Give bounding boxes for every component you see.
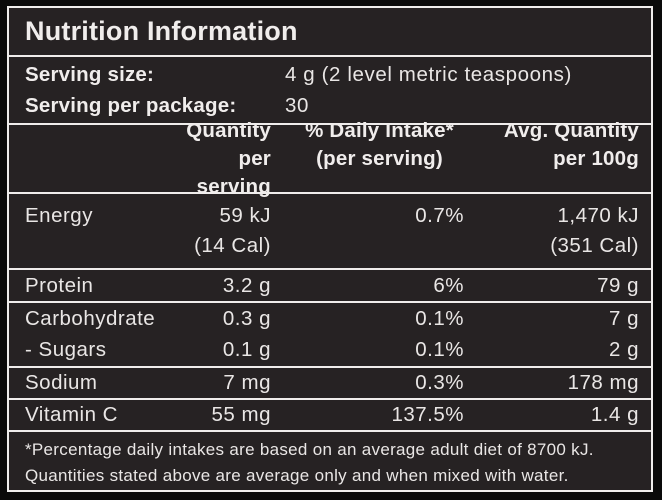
vitamin-c-daily-cell: 137.5% [391, 403, 464, 426]
nutrient-name: - Sugars [25, 338, 107, 361]
header-nutrient-spacer [9, 117, 177, 201]
table-row-vitamin-c: Vitamin C 55 mg 137.5% 1.4 g [9, 398, 651, 430]
table-header-row: Quantity per serving % Daily Intake* (pe… [9, 119, 651, 198]
footnote-daily-intake: *Percentage daily intakes are based on a… [25, 440, 594, 459]
serving-per-package-row: Serving per package: 30 [9, 91, 651, 120]
table-row-sugars: - Sugars 0.1 g 0.1% 2 g [9, 335, 651, 365]
table-row-protein: Protein 3.2 g 6% 79 g [9, 268, 651, 301]
energy-avg-cell: 1,470 kJ (351 Cal) [550, 204, 639, 257]
table-group-carbohydrate: Carbohydrate 0.3 g 0.1% 7 g - Sugars 0.1… [9, 301, 651, 366]
nutrient-name: Energy [25, 204, 93, 227]
vitamin-c-quantity-cell: 55 mg [211, 403, 271, 426]
protein-avg-cell: 79 g [597, 273, 639, 297]
header-avg-quantity: Avg. Quantity per 100g [503, 118, 639, 170]
sodium-quantity-cell: 7 mg [223, 371, 271, 394]
serving-size-label: Serving size: [25, 63, 155, 86]
carbohydrate-daily-cell: 0.1% [415, 307, 464, 330]
sugars-quantity-cell: 0.1 g [222, 338, 271, 361]
nutrient-name: Carbohydrate [25, 307, 156, 330]
nutrient-name: Protein [25, 273, 94, 297]
vitamin-c-avg-cell: 1.4 g [590, 403, 639, 426]
header-quantity-per-serving: Quantity per serving [186, 118, 271, 198]
label-title: Nutrition Information [25, 16, 298, 46]
energy-quantity-cell: 59 kJ (14 Cal) [194, 204, 271, 257]
energy-daily-cell: 0.7% [415, 204, 464, 227]
nutrient-name: Vitamin C [25, 403, 118, 426]
table-row-carbohydrate: Carbohydrate 0.3 g 0.1% 7 g [9, 304, 651, 334]
serving-per-package-label: Serving per package: [25, 94, 237, 117]
carbohydrate-avg-cell: 7 g [609, 307, 639, 330]
footnotes-section: *Percentage daily intakes are based on a… [9, 430, 651, 490]
protein-quantity-cell: 3.2 g [222, 273, 271, 297]
serving-info-section: Serving size: 4 g (2 level metric teaspo… [9, 55, 651, 123]
serving-size-value: 4 g (2 level metric teaspoons) [285, 63, 572, 86]
serving-size-row: Serving size: 4 g (2 level metric teaspo… [9, 60, 651, 89]
carbohydrate-quantity-cell: 0.3 g [222, 307, 271, 330]
footnote-quantities: Quantities stated above are average only… [25, 466, 569, 485]
serving-per-package-value: 30 [285, 94, 310, 117]
table-row-energy: Energy 59 kJ (14 Cal) 0.7% 1,470 kJ (351… [9, 192, 651, 268]
nutrient-name: Sodium [25, 371, 98, 394]
sugars-avg-cell: 2 g [609, 338, 639, 361]
protein-daily-cell: 6% [433, 273, 464, 297]
sodium-avg-cell: 178 mg [567, 371, 639, 394]
table-row-sodium: Sodium 7 mg 0.3% 178 mg [9, 366, 651, 398]
header-daily-intake: % Daily Intake* (per serving) [305, 118, 454, 170]
sugars-daily-cell: 0.1% [415, 338, 464, 361]
sodium-daily-cell: 0.3% [415, 371, 464, 394]
nutrition-label-panel: Nutrition Information Serving size: 4 g … [7, 6, 653, 492]
label-title-section: Nutrition Information [9, 8, 651, 55]
